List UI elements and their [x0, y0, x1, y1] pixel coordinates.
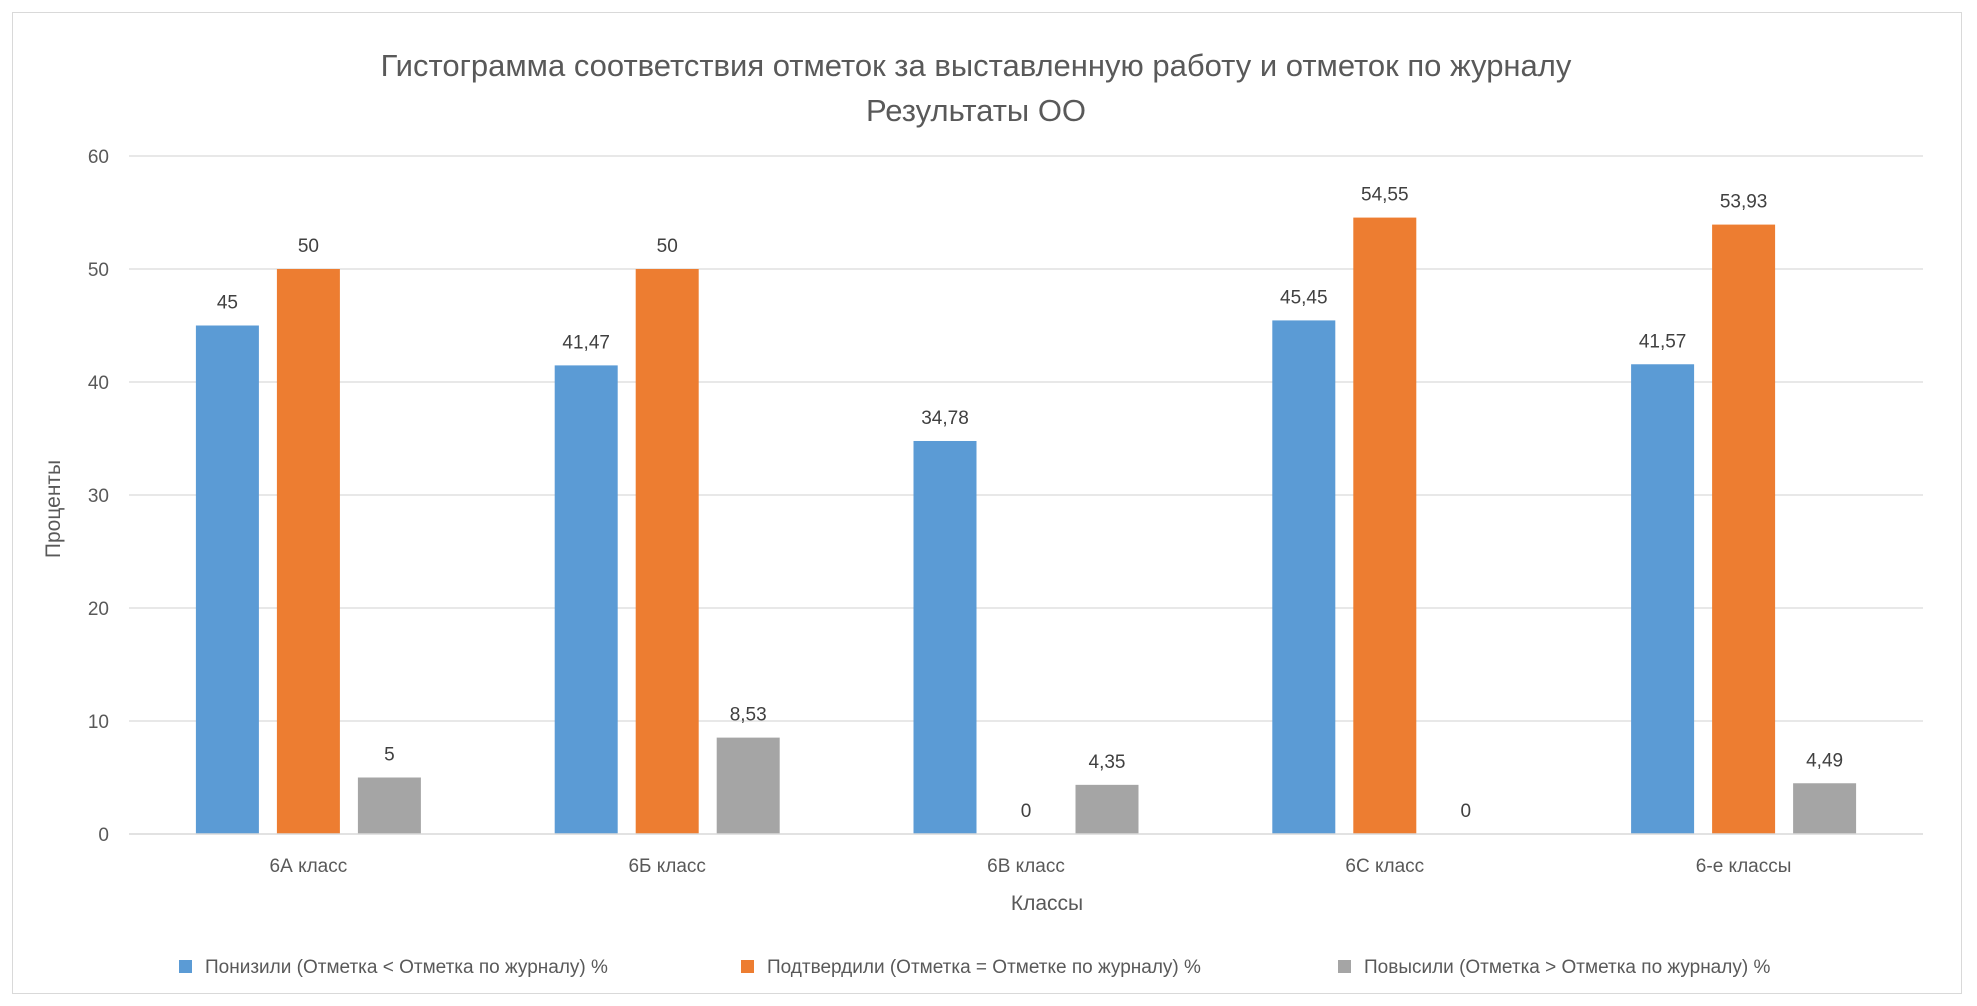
x-tick-label: 6С класс — [1345, 856, 1424, 877]
plot-area: 0 10 20 30 40 50 60 45 50 5 6А класс 41,47 50 8,53 6Б … — [88, 147, 1923, 877]
bar — [1075, 784, 1139, 834]
data-label: 8,53 — [730, 705, 767, 726]
data-label: 0 — [1021, 801, 1032, 822]
bar — [1272, 320, 1336, 834]
data-label: 4,49 — [1806, 750, 1843, 771]
data-label: 53,93 — [1720, 192, 1768, 213]
x-tick-label: 6А класс — [270, 856, 348, 877]
y-tick-label: 0 — [98, 825, 109, 846]
bar — [195, 325, 259, 834]
bar — [276, 269, 340, 834]
bar — [1353, 217, 1417, 834]
legend-swatch — [741, 960, 754, 973]
data-label: 45,45 — [1280, 287, 1328, 308]
chart-subtitle: Результаты ОО — [866, 93, 1086, 128]
legend-label: Понизили (Отметка < Отметка по журналу) … — [205, 957, 608, 978]
bar — [1631, 364, 1695, 834]
data-label: 50 — [298, 236, 319, 257]
data-label: 5 — [384, 745, 395, 766]
bar — [1712, 224, 1776, 834]
data-label: 41,57 — [1639, 331, 1687, 352]
legend-label: Повысили (Отметка > Отметка по журналу) … — [1364, 957, 1770, 978]
x-axis-title: Классы — [1011, 892, 1083, 915]
y-tick-label: 20 — [88, 599, 109, 620]
data-label: 0 — [1461, 801, 1472, 822]
y-axis-title: Проценты — [42, 460, 65, 558]
y-tick-label: 60 — [88, 147, 109, 168]
data-label: 4,35 — [1089, 752, 1126, 773]
y-tick-label: 50 — [88, 260, 109, 281]
chart-title: Гистограмма соответствия отметок за выст… — [381, 48, 1572, 83]
bar — [1793, 783, 1857, 834]
bar — [716, 737, 780, 834]
x-tick-label: 6В класс — [987, 856, 1065, 877]
bar — [635, 269, 699, 834]
y-tick-label: 10 — [88, 712, 109, 733]
data-label: 34,78 — [921, 408, 969, 429]
legend: Понизили (Отметка < Отметка по журналу) … — [179, 957, 1770, 978]
bar — [913, 440, 977, 834]
data-label: 45 — [217, 293, 238, 314]
y-tick-label: 30 — [88, 486, 109, 507]
bar — [357, 777, 421, 834]
x-tick-label: 6Б класс — [628, 856, 706, 877]
bar — [554, 365, 618, 834]
data-label: 41,47 — [562, 332, 610, 353]
legend-swatch — [1338, 960, 1351, 973]
legend-swatch — [179, 960, 192, 973]
x-tick-label: 6-е классы — [1696, 856, 1792, 877]
chart-svg: Гистограмма соответствия отметок за выст… — [42, 48, 1923, 978]
y-tick-label: 40 — [88, 373, 109, 394]
data-label: 54,55 — [1361, 185, 1409, 206]
chart-area: Гистограмма соответствия отметок за выст… — [12, 12, 1962, 994]
data-label: 50 — [657, 236, 678, 257]
legend-label: Подтвердили (Отметка = Отметке по журнал… — [767, 957, 1201, 978]
